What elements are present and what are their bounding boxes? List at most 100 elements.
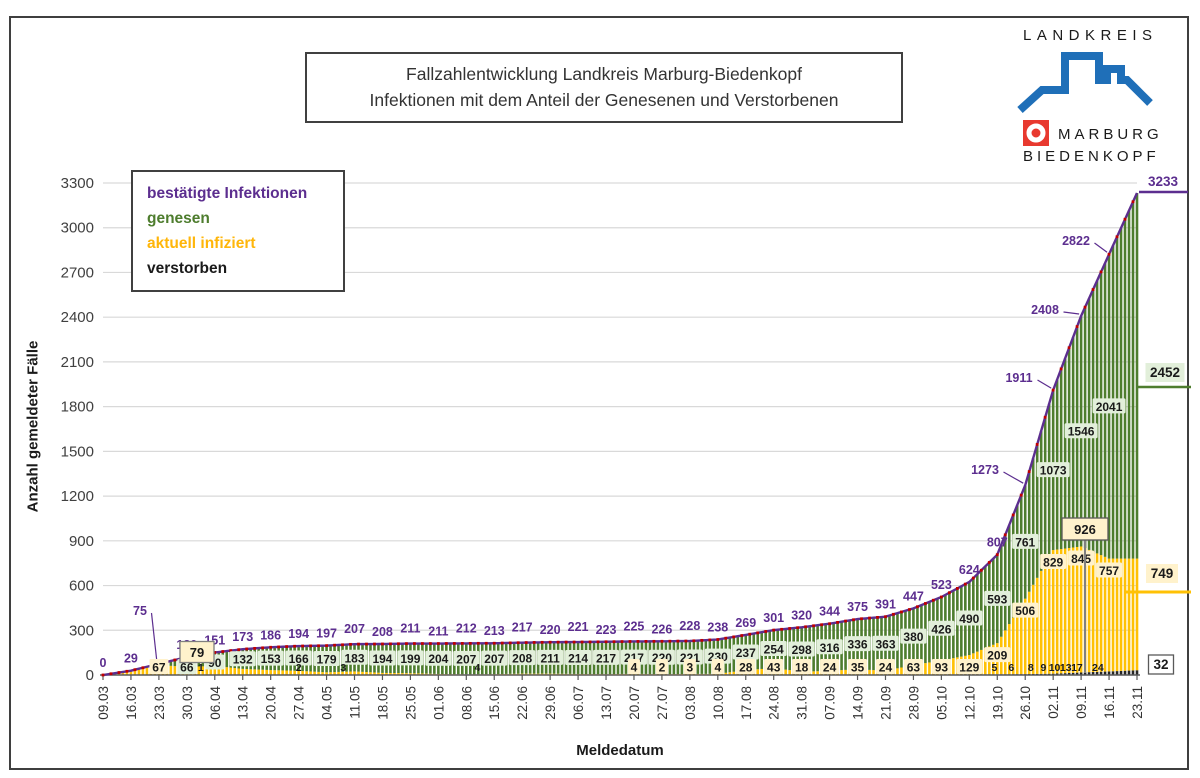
- svg-text:238: 238: [707, 621, 728, 635]
- svg-text:523: 523: [931, 578, 952, 592]
- svg-text:300: 300: [69, 622, 94, 639]
- svg-text:07.09: 07.09: [823, 686, 838, 720]
- svg-text:380: 380: [903, 630, 923, 644]
- svg-text:8: 8: [1028, 662, 1034, 674]
- svg-text:1073: 1073: [1040, 464, 1067, 478]
- svg-text:2822: 2822: [1062, 234, 1090, 248]
- svg-text:09.03: 09.03: [96, 686, 111, 720]
- svg-text:3233: 3233: [1148, 174, 1179, 189]
- svg-text:3000: 3000: [61, 220, 94, 237]
- svg-text:28.09: 28.09: [906, 686, 921, 720]
- svg-text:214: 214: [568, 652, 588, 666]
- svg-text:183: 183: [344, 651, 364, 665]
- svg-text:9: 9: [1040, 662, 1046, 674]
- svg-text:363: 363: [875, 637, 895, 651]
- svg-text:225: 225: [624, 619, 645, 633]
- svg-text:18: 18: [795, 661, 809, 675]
- svg-text:1546: 1546: [1068, 425, 1095, 439]
- svg-text:31.08: 31.08: [795, 686, 810, 720]
- svg-text:208: 208: [512, 652, 532, 666]
- svg-text:301: 301: [763, 611, 784, 625]
- svg-text:1800: 1800: [61, 399, 94, 416]
- svg-text:506: 506: [1015, 604, 1035, 618]
- svg-text:11.05: 11.05: [348, 686, 363, 719]
- svg-text:26.10: 26.10: [1018, 686, 1033, 720]
- svg-text:211: 211: [428, 625, 448, 639]
- x-axis-title: Meldedatum: [576, 742, 664, 759]
- svg-text:254: 254: [764, 643, 784, 657]
- svg-text:153: 153: [261, 652, 281, 666]
- svg-text:12.10: 12.10: [962, 686, 977, 720]
- svg-text:194: 194: [288, 627, 309, 641]
- svg-text:29: 29: [124, 652, 138, 666]
- svg-text:2452: 2452: [1150, 365, 1180, 380]
- svg-text:926: 926: [1074, 522, 1096, 537]
- svg-text:17.08: 17.08: [739, 686, 754, 720]
- svg-text:32: 32: [1153, 657, 1168, 672]
- svg-text:320: 320: [791, 608, 812, 622]
- svg-text:27.04: 27.04: [292, 686, 307, 720]
- svg-text:2041: 2041: [1096, 400, 1123, 414]
- svg-text:2400: 2400: [61, 309, 94, 326]
- svg-text:14.09: 14.09: [851, 686, 866, 720]
- svg-text:2408: 2408: [1031, 303, 1059, 317]
- svg-text:223: 223: [596, 623, 617, 637]
- svg-text:20.04: 20.04: [264, 686, 279, 720]
- logo-ring-icon: [1026, 123, 1046, 143]
- svg-text:27.07: 27.07: [655, 686, 670, 720]
- svg-text:10.08: 10.08: [711, 686, 726, 720]
- svg-text:624: 624: [959, 563, 980, 577]
- svg-text:316: 316: [820, 641, 840, 655]
- svg-text:1200: 1200: [61, 488, 94, 505]
- svg-text:3: 3: [687, 661, 694, 675]
- svg-text:336: 336: [848, 638, 868, 652]
- svg-text:490: 490: [959, 612, 979, 626]
- svg-text:166: 166: [289, 652, 309, 666]
- svg-text:29.06: 29.06: [543, 686, 558, 720]
- svg-text:204: 204: [428, 652, 448, 666]
- svg-text:4: 4: [475, 662, 481, 674]
- svg-text:211: 211: [400, 622, 420, 636]
- svg-text:207: 207: [484, 652, 504, 666]
- svg-text:15.06: 15.06: [487, 686, 502, 720]
- svg-text:217: 217: [512, 621, 533, 635]
- svg-text:13.07: 13.07: [599, 686, 614, 720]
- y-axis-title: Anzahl gemeldeter Fälle: [24, 340, 42, 513]
- svg-text:344: 344: [819, 605, 840, 619]
- svg-text:10: 10: [1049, 662, 1061, 674]
- svg-text:02.11: 02.11: [1046, 686, 1061, 719]
- svg-text:01.06: 01.06: [431, 686, 446, 720]
- svg-text:43: 43: [767, 661, 781, 675]
- svg-text:807: 807: [987, 536, 1008, 550]
- svg-text:173: 173: [232, 630, 253, 644]
- svg-text:237: 237: [736, 646, 756, 660]
- svg-text:67: 67: [152, 661, 166, 675]
- svg-text:228: 228: [679, 619, 700, 633]
- chart-legend: bestätigte Infektionen genesen aktuell i…: [131, 170, 345, 292]
- svg-text:0: 0: [100, 656, 107, 670]
- svg-text:186: 186: [260, 628, 281, 642]
- svg-text:13: 13: [1060, 662, 1072, 674]
- svg-text:3300: 3300: [61, 175, 94, 192]
- svg-text:207: 207: [456, 652, 476, 666]
- svg-text:226: 226: [651, 622, 672, 636]
- svg-text:212: 212: [456, 621, 477, 635]
- svg-text:23.11: 23.11: [1130, 686, 1145, 719]
- svg-text:05.10: 05.10: [934, 686, 949, 720]
- svg-text:25.05: 25.05: [403, 686, 418, 720]
- svg-text:24: 24: [879, 661, 893, 675]
- final-value-labels: 3233 2452 749 32: [1125, 174, 1191, 675]
- svg-text:593: 593: [987, 592, 1007, 606]
- legend-item-active: aktuell infiziert: [147, 235, 256, 252]
- x-axis: 09.03 16.03 23.03 30.03 06.04 13.04 20.04 27.04…: [96, 674, 1145, 720]
- svg-text:79: 79: [190, 645, 204, 660]
- svg-text:845: 845: [1071, 552, 1091, 566]
- svg-text:194: 194: [372, 652, 392, 666]
- svg-text:35: 35: [851, 661, 865, 675]
- svg-text:132: 132: [233, 653, 253, 667]
- svg-text:426: 426: [931, 622, 951, 636]
- svg-text:209: 209: [987, 649, 1007, 663]
- svg-text:17: 17: [1071, 662, 1083, 674]
- svg-text:24: 24: [823, 661, 837, 675]
